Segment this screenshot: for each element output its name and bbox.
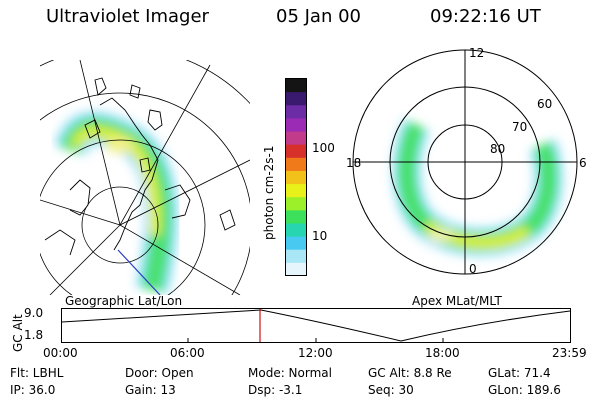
- info-glat: GLat: 71.4: [488, 366, 551, 380]
- mlt-label-18: 18: [346, 156, 361, 170]
- colorbar-band: [286, 170, 306, 185]
- colorbar-band: [286, 92, 306, 106]
- altitude-xticks: [187, 338, 444, 342]
- colorbar-band: [286, 249, 306, 264]
- altitude-xtick-1200: 12:00: [298, 346, 333, 360]
- mlt-label-0: 0: [469, 262, 477, 275]
- colorbar-band: [286, 118, 306, 133]
- colorbar-band: [286, 236, 306, 251]
- colorbar-band: [286, 197, 306, 211]
- altitude-xtick-0000: 00:00: [43, 346, 78, 360]
- left-panel-caption: Geographic Lat/Lon: [65, 294, 183, 308]
- mlat-label-80: 80: [490, 142, 505, 156]
- altitude-ylabel: GC Alt: [11, 314, 25, 352]
- instrument-title: Ultraviolet Imager: [46, 6, 209, 27]
- mlat-label-70: 70: [512, 120, 527, 134]
- colorbar-band: [286, 131, 306, 146]
- info-gain: Gain: 13: [125, 383, 176, 397]
- right-panel-caption: Apex MLat/MLT: [412, 294, 502, 308]
- colorbar-band: [286, 223, 306, 238]
- altitude-plot: [61, 308, 571, 343]
- altitude-ytick-1.8: 1.8: [24, 328, 44, 342]
- aurora-emission: [53, 111, 179, 294]
- colorbar-tick-100: 100: [312, 141, 335, 155]
- mlat-label-60: 60: [537, 97, 552, 111]
- info-door: Door: Open: [125, 366, 194, 380]
- latitude-grid: [40, 60, 250, 295]
- info-flt: Flt: LBHL: [10, 366, 64, 380]
- colorbar-tick-10: 10: [312, 229, 328, 243]
- colorbar-band: [286, 144, 306, 159]
- polar-grid: [352, 49, 578, 275]
- colorbar-band: [286, 105, 306, 119]
- colorbar-band: [286, 184, 306, 198]
- colorbar-band: [286, 210, 306, 224]
- colorbar-band: [286, 262, 306, 276]
- altitude-curve: [61, 309, 571, 342]
- terminator-line: [117, 249, 161, 295]
- colorbar-unit-label: photon cm-2s-1: [262, 145, 276, 241]
- coastlines: [44, 77, 236, 256]
- colorbar-band: [286, 157, 306, 172]
- mlt-label-12: 12: [469, 46, 484, 60]
- colorbar-band: [286, 79, 306, 93]
- date-label: 05 Jan 00: [276, 6, 361, 27]
- info-seq: Seq: 30: [368, 383, 414, 397]
- geographic-auroral-image: [40, 60, 250, 295]
- info-mode: Mode: Normal: [248, 366, 332, 380]
- aurora-oval: [391, 118, 564, 257]
- time-label: 09:22:16 UT: [430, 6, 541, 27]
- info-gcalt: GC Alt: 8.8 Re: [368, 366, 452, 380]
- colorbar: [285, 78, 307, 276]
- info-ip: IP: 36.0: [10, 383, 56, 397]
- info-glon: GLon: 189.6: [488, 383, 561, 397]
- altitude-xtick-2359: 23:59: [552, 346, 587, 360]
- altitude-ytick-9: 9.0: [24, 306, 44, 320]
- info-dsp: Dsp: -3.1: [248, 383, 303, 397]
- altitude-xtick-0600: 06:00: [170, 346, 205, 360]
- altitude-plot-frame: [61, 308, 571, 343]
- altitude-xtick-1800: 18:00: [425, 346, 460, 360]
- mlat-mlt-polar-plot: 12 18 6 0 60 70 80: [346, 46, 587, 275]
- mlt-label-6: 6: [579, 156, 587, 170]
